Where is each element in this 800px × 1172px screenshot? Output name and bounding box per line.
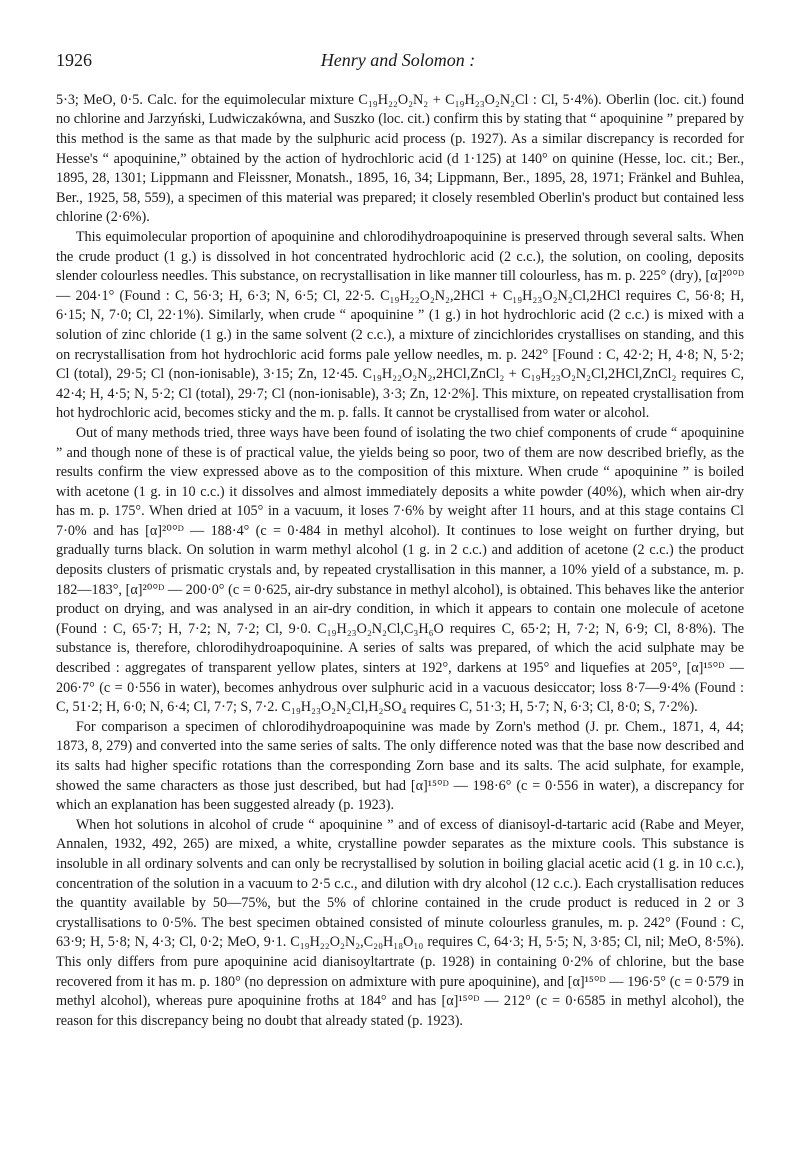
paragraph: For comparison a specimen of chlorodihyd… bbox=[56, 718, 744, 816]
paragraph: Out of many methods tried, three ways ha… bbox=[56, 424, 744, 718]
running-title: Henry and Solomon : bbox=[92, 48, 744, 73]
page-number: 1926 bbox=[56, 48, 92, 73]
paragraph: When hot solutions in alcohol of crude “… bbox=[56, 816, 744, 1032]
paragraph: 5·3; MeO, 0·5. Calc. for the equimolecul… bbox=[56, 91, 744, 228]
page-header: 1926 Henry and Solomon : bbox=[56, 48, 744, 73]
body-text: 5·3; MeO, 0·5. Calc. for the equimolecul… bbox=[56, 91, 744, 1032]
paragraph: This equimolecular proportion of apoquin… bbox=[56, 228, 744, 424]
